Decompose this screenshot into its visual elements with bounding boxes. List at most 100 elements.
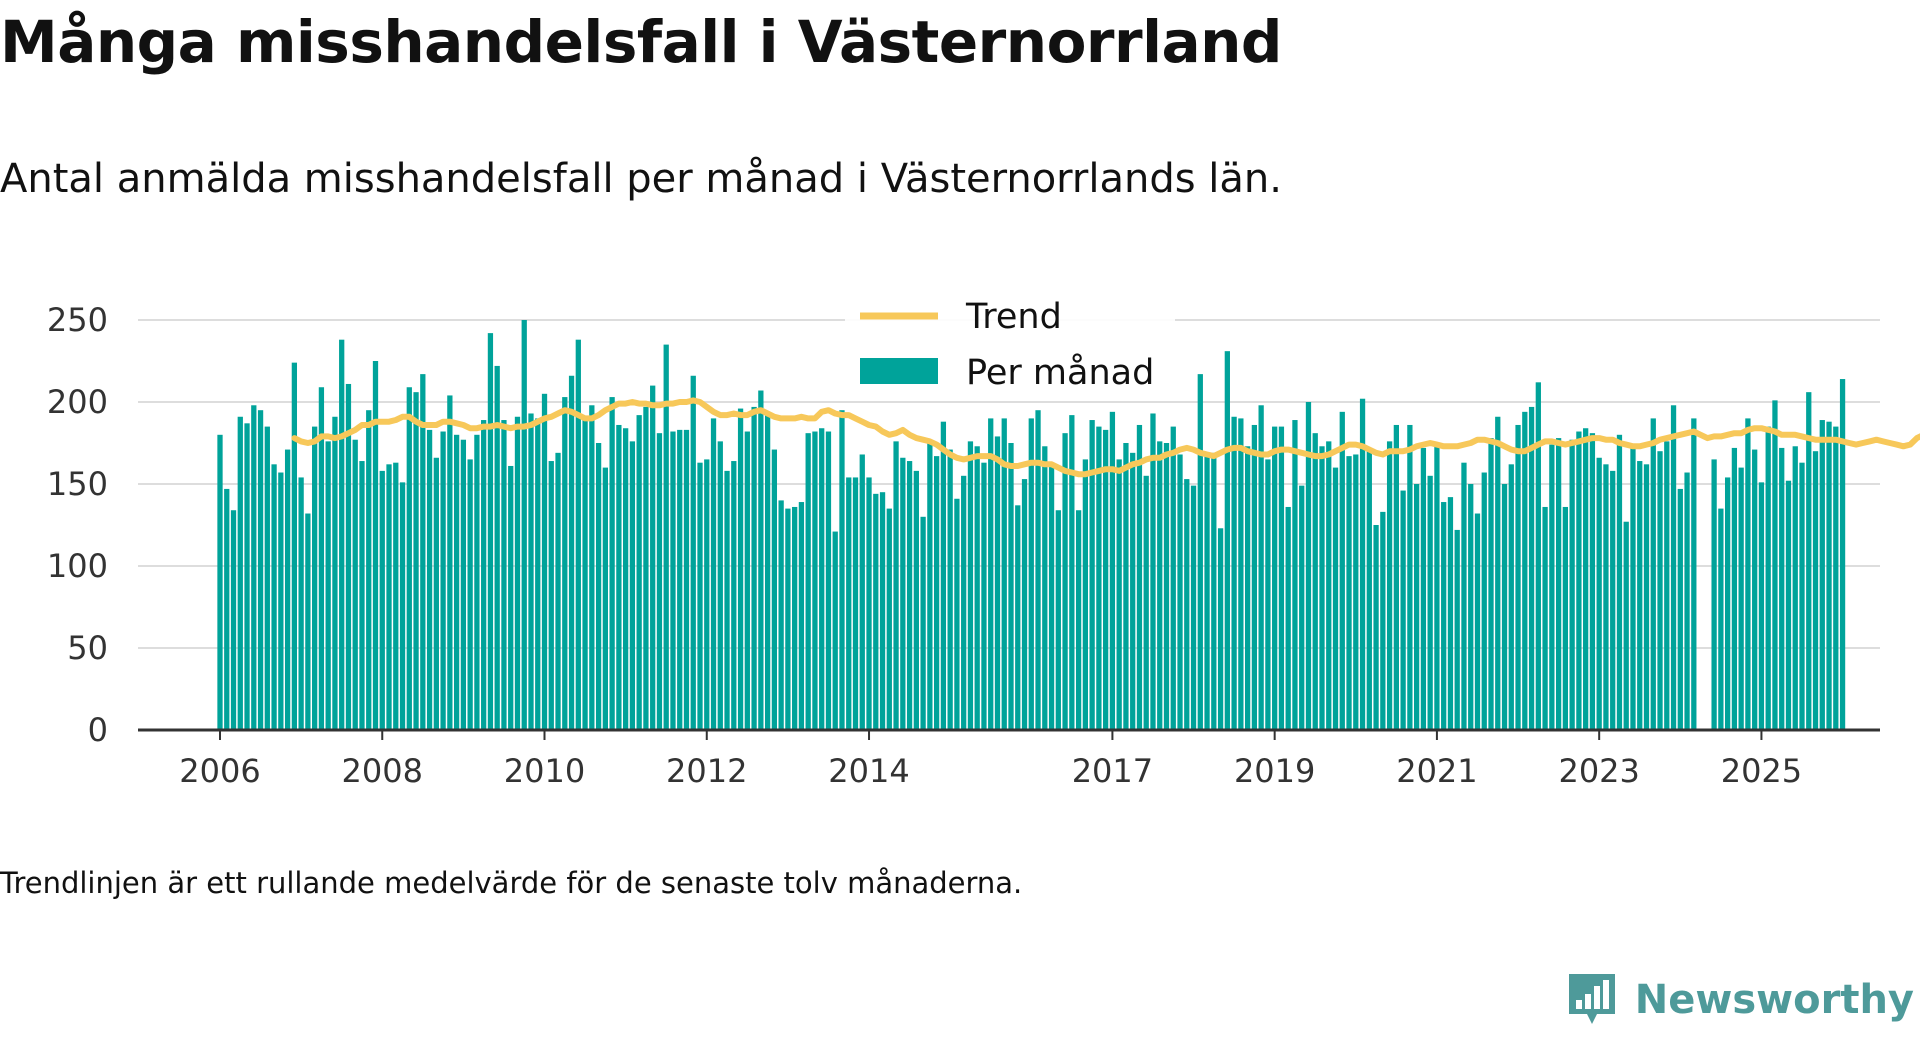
bar-per-manad (710, 418, 717, 730)
bar-per-manad (1758, 482, 1765, 730)
legend: Trend Per månad (845, 282, 1175, 393)
bar-per-manad (1454, 529, 1460, 730)
bar-per-manad (257, 410, 264, 730)
bar-per-manad (1603, 464, 1609, 730)
bar-per-manad (264, 426, 270, 730)
bar-per-manad (1535, 382, 1541, 730)
bar-per-manad (1109, 411, 1116, 730)
bar-per-manad (724, 470, 730, 730)
bar-per-manad (1251, 424, 1258, 730)
trend-line (291, 397, 1920, 478)
axes: 0 50 100 150 200 250 2006 2008 2010 2012 2014 2017 2… (47, 301, 1880, 790)
bar-per-manad (690, 375, 696, 730)
bar-per-manad (352, 439, 358, 730)
bar-per-manad (731, 461, 737, 730)
x-tick-label: 2019 (1234, 752, 1315, 790)
bar-per-manad (1596, 457, 1602, 730)
bar-per-manad (900, 457, 906, 730)
bar-per-manad (852, 477, 859, 730)
bar-per-manad (298, 477, 304, 730)
bar-per-manad (744, 431, 750, 730)
bar-per-manad (961, 475, 967, 730)
bar-per-manad (913, 470, 919, 730)
bar-per-manad (386, 464, 392, 730)
bar-per-manad (1238, 418, 1244, 730)
bar-per-manad (623, 428, 629, 730)
bar-per-manad (1123, 443, 1129, 730)
bar-per-manad (318, 387, 325, 730)
bar-per-manad (244, 423, 250, 730)
bar-per-manad (589, 405, 595, 730)
trend-series (291, 397, 1920, 478)
bar-per-manad (1495, 416, 1501, 730)
bar-per-manad (332, 416, 338, 730)
bar-per-manad (1447, 497, 1454, 730)
bar-per-manad (1015, 505, 1021, 730)
bar-series (217, 320, 1846, 730)
brand-name: Newsworthy (1634, 977, 1914, 1023)
bar-per-manad (1664, 441, 1670, 730)
bar-per-manad (1272, 426, 1278, 730)
bar-per-manad (1718, 508, 1724, 730)
bar-per-manad (1353, 454, 1359, 730)
bar-per-manad (1522, 411, 1528, 730)
bar-per-manad (1434, 443, 1440, 730)
bar-per-manad (447, 395, 453, 730)
bar-per-manad (541, 393, 548, 730)
bar-per-manad (595, 443, 602, 730)
bar-per-manad (426, 429, 433, 730)
x-tick-label: 2006 (179, 752, 260, 790)
bar-per-manad (812, 431, 818, 730)
bar-per-manad (1292, 420, 1298, 730)
bar-per-manad (230, 510, 237, 730)
bar-per-manad (1441, 502, 1447, 730)
bar-per-manad (927, 443, 933, 730)
bar-per-manad (1116, 459, 1122, 730)
y-tick-label: 50 (67, 629, 108, 667)
bar-per-manad (933, 456, 940, 730)
bar-per-manad (1745, 418, 1751, 730)
bar-per-manad (1637, 461, 1643, 730)
bar-per-manad (1130, 452, 1136, 730)
bar-per-manad (1177, 454, 1183, 730)
bar-per-manad (1312, 433, 1318, 730)
bar-per-manad (1048, 465, 1055, 730)
bar-per-manad (947, 449, 953, 730)
bar-per-manad (1779, 447, 1785, 730)
bar-per-manad (1481, 472, 1487, 730)
bar-per-manad (278, 472, 284, 730)
bar-per-manad (1765, 426, 1771, 730)
bar-per-manad (677, 429, 683, 730)
bar-per-manad (521, 320, 527, 730)
bar-per-manad (1724, 477, 1731, 730)
bar-per-manad (1163, 443, 1170, 730)
bar-per-manad (1258, 405, 1264, 730)
bar-per-manad (568, 375, 575, 730)
bar-per-manad (1075, 510, 1082, 730)
bar-per-manad (967, 441, 974, 730)
bar-per-manad (1501, 484, 1508, 730)
footnote: Trendlinjen är ett rullande medelvärde f… (0, 866, 1023, 900)
bar-per-manad (562, 397, 568, 730)
bar-per-manad (1190, 485, 1197, 730)
bar-per-manad (1136, 424, 1143, 730)
bar-per-manad (1528, 406, 1535, 730)
bar-per-manad (629, 441, 636, 730)
bar-per-manad (339, 339, 345, 730)
bar-per-manad (1549, 444, 1555, 730)
bar-per-manad (1515, 424, 1521, 730)
bar-per-manad (805, 433, 811, 730)
bar-per-manad (460, 439, 467, 730)
legend-label-per-manad: Per månad (966, 352, 1154, 393)
bar-per-manad (1197, 374, 1203, 730)
y-tick-label: 250 (47, 301, 108, 339)
bar-per-manad (954, 498, 960, 730)
y-tick-label: 0 (88, 711, 108, 749)
x-tick-label: 2014 (828, 752, 909, 790)
bar-per-manad (792, 506, 798, 730)
bar-per-manad (1555, 438, 1562, 730)
bar-per-manad (771, 449, 778, 730)
bar-per-manad (920, 516, 926, 730)
bar-per-manad (663, 344, 669, 730)
bar-per-manad (1359, 398, 1366, 730)
